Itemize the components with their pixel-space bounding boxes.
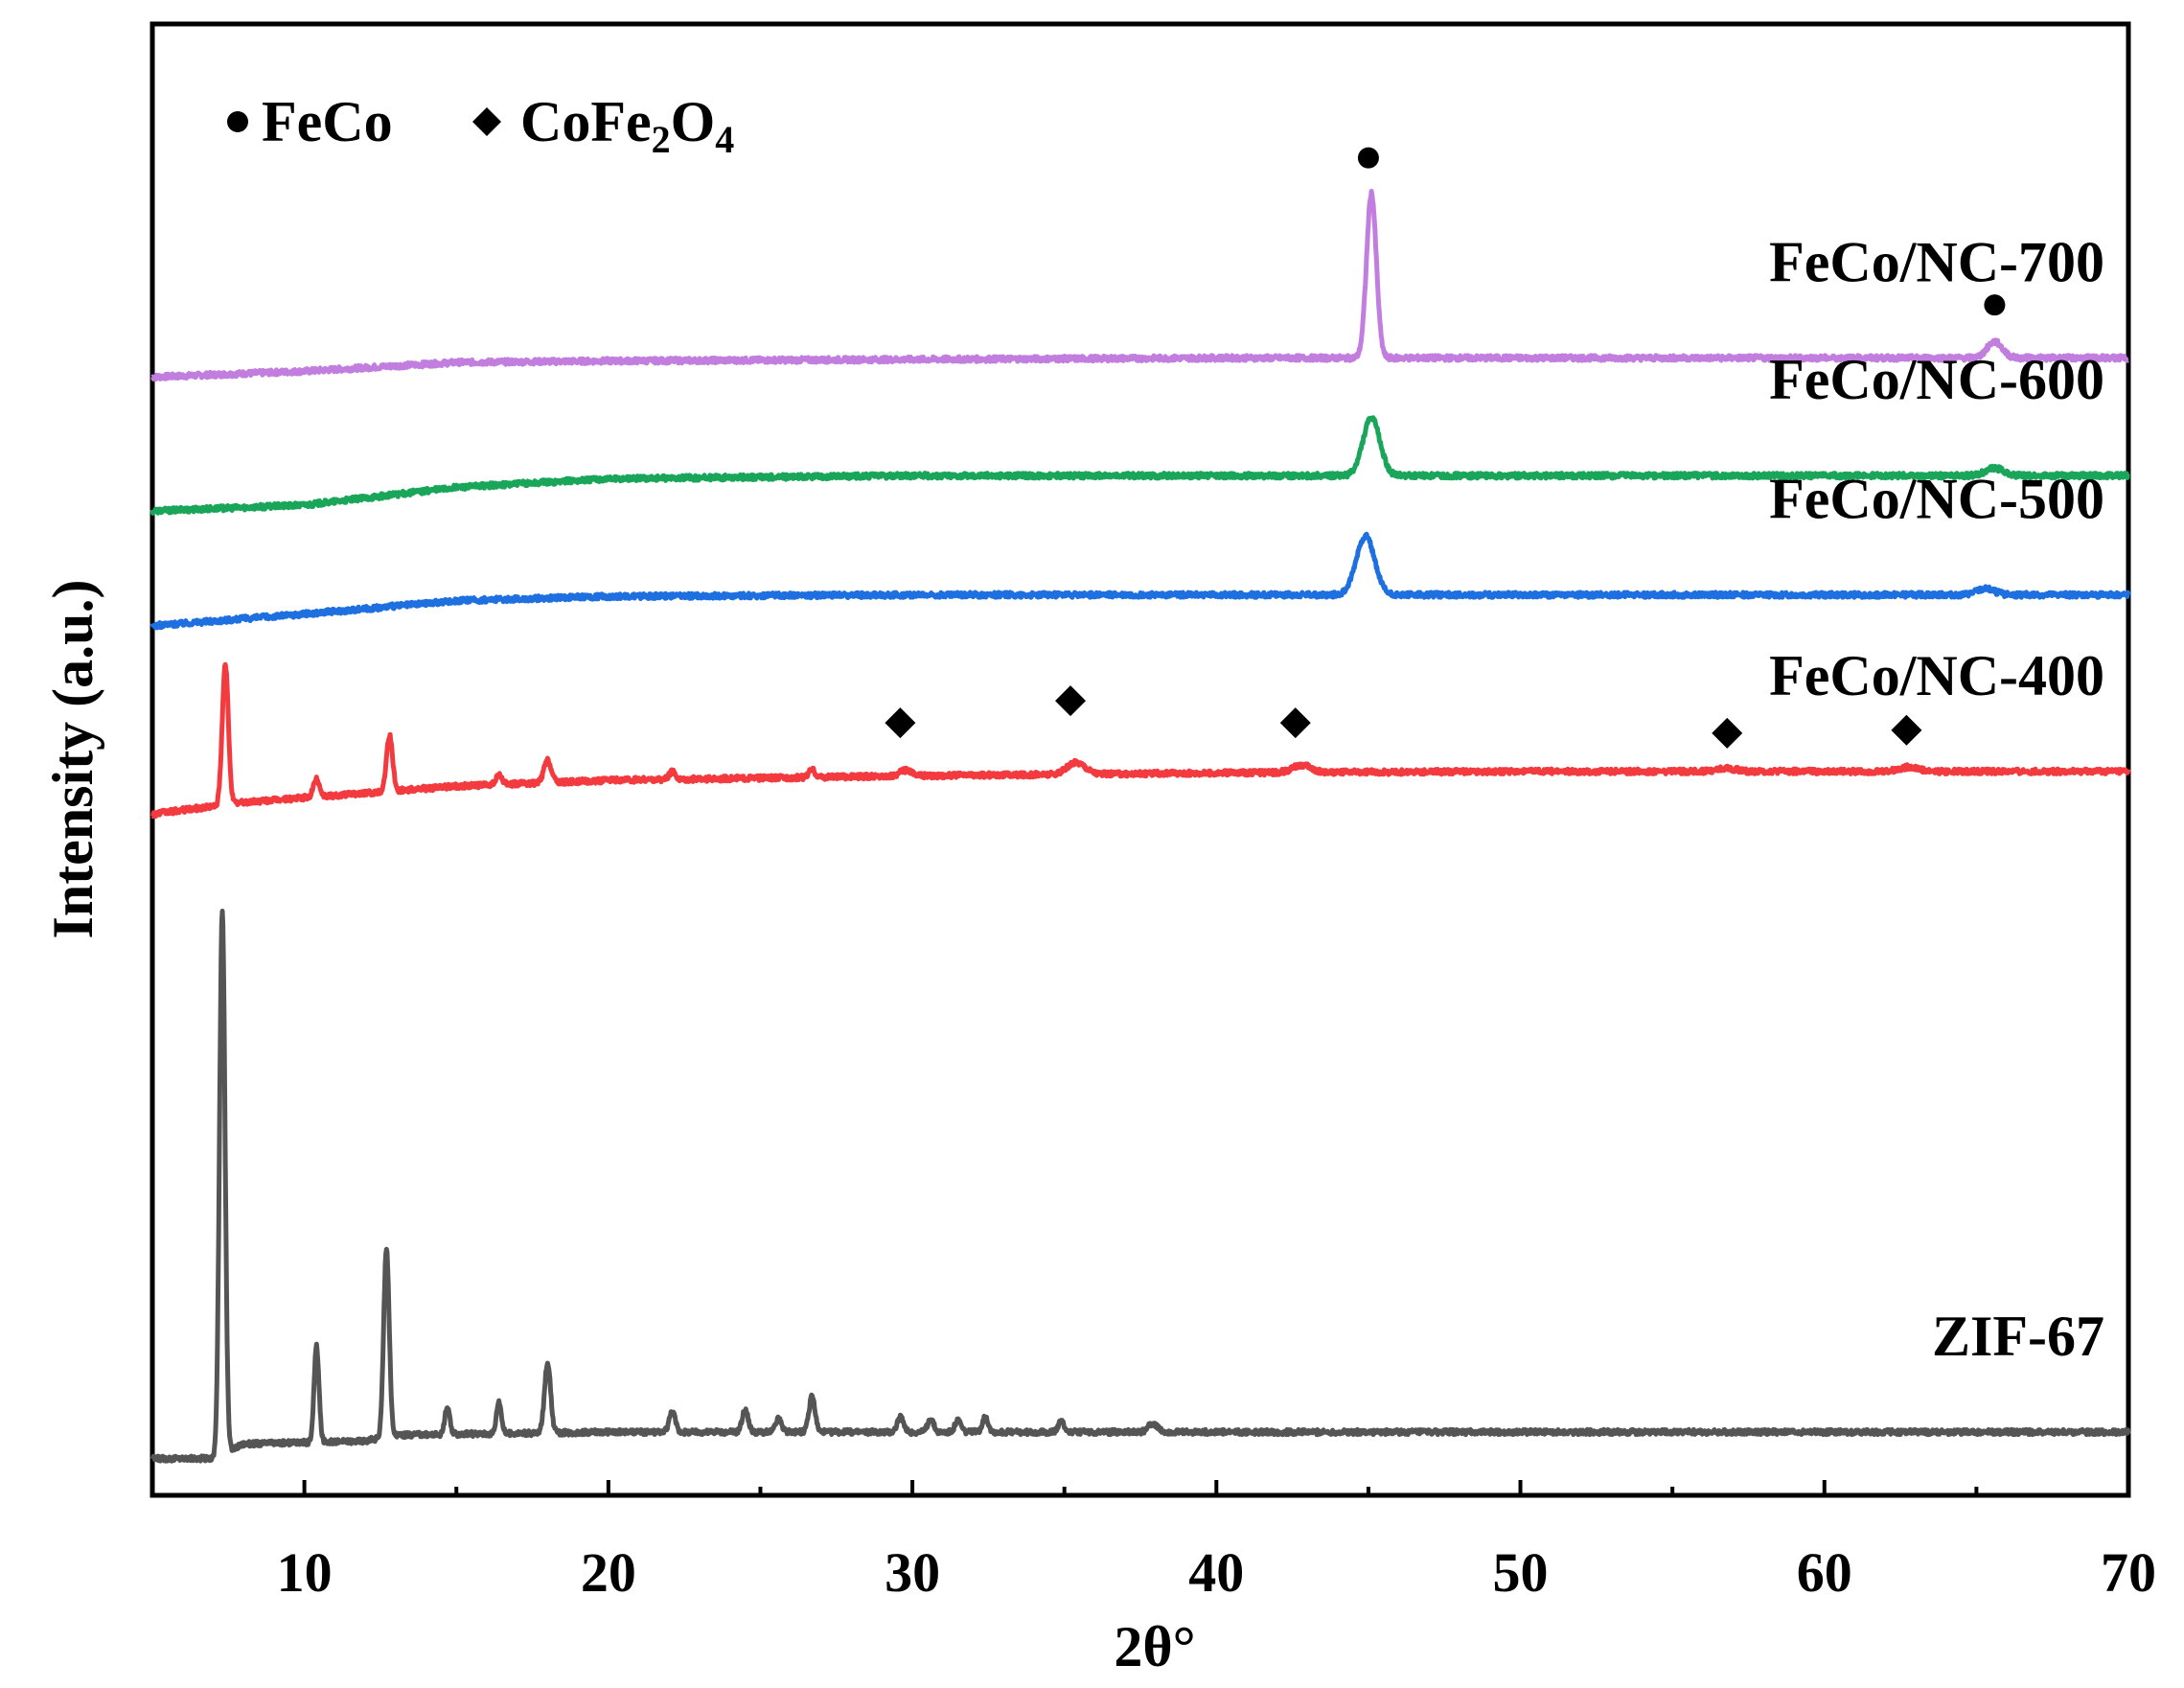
- peak-marker-circle-feco-nc-700-1: [1984, 294, 2006, 316]
- legend-circle-marker: [227, 111, 248, 132]
- peak-marker-diamond-feco-nc-400-2: [1279, 707, 1311, 739]
- series-label-zif-67: ZIF-67: [1932, 1305, 2104, 1368]
- series-line-feco-nc-400: [150, 661, 2131, 819]
- legend-label-feco: FeCo: [262, 90, 393, 153]
- peak-marker-diamond-feco-nc-400-3: [1712, 717, 1743, 749]
- x-tick-label-40: 40: [1188, 1541, 1244, 1604]
- legend-label-cofe2o4-sub1: 2: [652, 118, 671, 161]
- series-line-feco-nc-600: [149, 415, 2130, 516]
- legend-label-cofe2o4-sub2: 4: [715, 118, 734, 161]
- series-label-feco-nc-400: FeCo/NC-400: [1769, 644, 2104, 707]
- peak-marker-circle-feco-nc-700-0: [1357, 147, 1379, 169]
- series-label-feco-nc-600: FeCo/NC-600: [1769, 348, 2104, 411]
- plot-frame: [149, 21, 2131, 1498]
- x-axis-ticks: 10 20 30 40 50 60 70: [150, 1480, 2156, 1604]
- series-label-feco-nc-500: FeCo/NC-500: [1769, 468, 2104, 531]
- legend: FeCo CoFe2O4: [227, 90, 734, 161]
- series-labels: FeCo/NC-700 FeCo/NC-600 FeCo/NC-500 FeCo/NC…: [1769, 230, 2104, 1368]
- x-tick-label-70: 70: [2101, 1541, 2156, 1604]
- x-axis-label: 2θ°: [1114, 1615, 1195, 1678]
- x-tick-label-10: 10: [277, 1541, 333, 1604]
- peak-marker-diamond-feco-nc-400-4: [1891, 714, 1922, 746]
- legend-diamond-marker: [472, 107, 501, 136]
- peak-markers: [885, 147, 2006, 749]
- y-axis-label: Intensity (a.u.): [41, 579, 104, 938]
- series-label-feco-nc-700: FeCo/NC-700: [1769, 230, 2104, 293]
- x-tick-label-50: 50: [1493, 1541, 1549, 1604]
- series-line-feco-nc-500: [149, 531, 2131, 631]
- peak-marker-diamond-feco-nc-400-1: [1055, 685, 1087, 717]
- legend-label-cofe2o4: CoFe2O4: [520, 90, 734, 161]
- legend-label-cofe2o4-a: CoFe: [520, 90, 652, 153]
- series-line-zif-67: [149, 909, 2131, 1464]
- x-tick-label-60: 60: [1797, 1541, 1852, 1604]
- series-group: [149, 189, 2131, 1464]
- x-tick-label-30: 30: [885, 1541, 940, 1604]
- peak-marker-diamond-feco-nc-400-0: [885, 707, 916, 739]
- legend-label-cofe2o4-b: O: [671, 90, 716, 153]
- series-line-feco-nc-700: [150, 189, 2130, 382]
- x-tick-label-20: 20: [581, 1541, 636, 1604]
